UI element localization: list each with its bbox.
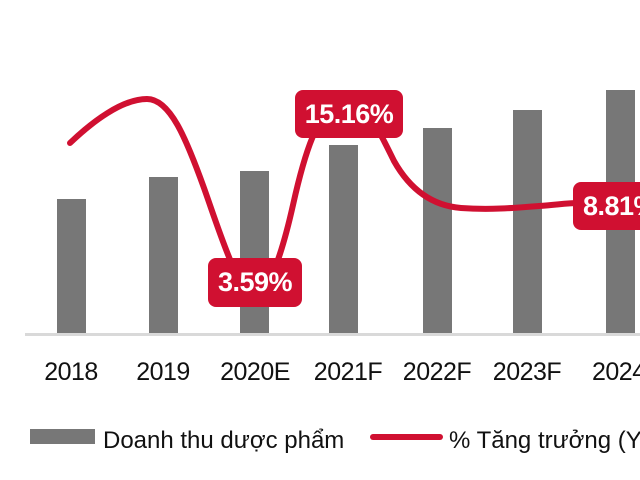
x-tick-2018: 2018 (44, 358, 98, 386)
data-label-2021f: 15.16% (295, 90, 403, 138)
bar-2021f (329, 145, 358, 333)
legend-bar-label: Doanh thu dược phẩm (103, 427, 345, 454)
data-label-2021f-text: 15.16% (304, 98, 394, 129)
x-tick-2020e: 2020E (220, 358, 290, 386)
bar-2022f (423, 128, 452, 333)
bar-2023f (513, 110, 542, 333)
x-tick-2023f: 2023F (492, 358, 562, 386)
x-tick-2022f: 2022F (402, 358, 472, 386)
legend-bar-swatch (30, 429, 95, 444)
legend-line-label: % Tăng trưởng (YoY (449, 427, 640, 454)
x-axis-line (25, 333, 640, 336)
bar-2019 (149, 177, 178, 333)
data-label-2020e: 3.59% (208, 258, 302, 307)
data-label-2020e-text: 3.59% (217, 267, 293, 297)
data-label-2024: 8.81% (573, 182, 640, 230)
legend-line-swatch (370, 434, 443, 440)
bar-2018 (57, 199, 86, 333)
data-label-2024-text: 8.81% (582, 190, 640, 221)
x-tick-2024: 2024 (592, 358, 640, 386)
x-tick-2019: 2019 (136, 358, 190, 386)
x-tick-2021f: 2021F (313, 358, 383, 386)
